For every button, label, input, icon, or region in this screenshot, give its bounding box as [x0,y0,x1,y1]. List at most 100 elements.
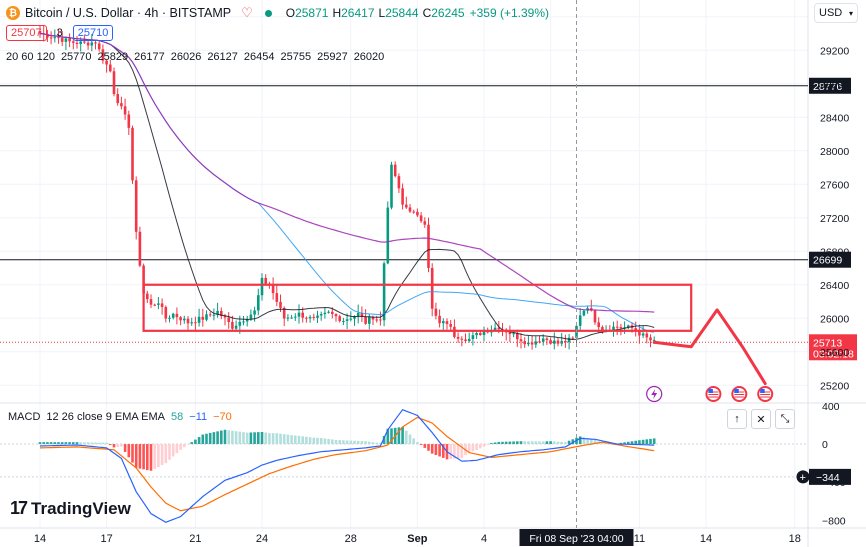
candle-body [97,43,101,50]
countdown-label: 03:02:18 [813,348,854,360]
candle-body [545,338,549,341]
macd-legend: MACD 12 26 close 9 EMA EMA 58 −11 −70 [8,411,232,423]
symbol-title[interactable]: Bitcoin / U.S. Dollar · 4h · BITSTAMP [25,6,232,20]
bitcoin-icon: ₿ [6,6,20,20]
macd-histogram-bar [97,442,101,445]
macd-y-tick-label: 0 [822,439,828,451]
candle-body [275,293,279,302]
candle-body [220,310,223,316]
candle-body [282,307,286,319]
macd-histogram-bar [516,441,519,445]
candle-body [123,106,127,115]
candle-body [471,335,475,339]
y-tick-label: 26000 [820,313,849,325]
x-tick-label: 11 [634,533,645,545]
candle-body [349,318,353,320]
macd-level-tag [809,468,851,485]
macd-histogram-bar [519,441,523,445]
macd-histogram-bar [523,441,526,445]
macd-histogram-bar [512,441,515,445]
close-icon[interactable]: ✕ [751,409,771,429]
macd-histogram-bar [245,432,249,445]
candle-body [109,64,112,72]
macd-histogram-bar [334,439,338,445]
flag-canton [708,389,713,393]
macd-histogram-bar [497,441,501,445]
buy-button[interactable]: 25710 [72,25,114,41]
candle-body [142,265,145,294]
candle-body [312,316,316,318]
macd-histogram-bar [397,427,401,445]
flag-canton [734,389,739,393]
macd-histogram-bar [471,444,475,452]
candle-body [475,332,478,336]
level-price-label: 28776 [813,81,842,93]
macd-hist-value: 58 [171,411,184,423]
macd-histogram-bar [138,444,142,469]
flag-canton [760,389,765,393]
macd-histogram-bar [194,439,197,445]
macd-histogram-bar [549,441,552,445]
macd-histogram-bar [356,440,360,445]
tradingview-logo[interactable]: 17 TradingView [10,498,131,519]
candle-body [249,314,253,320]
macd-histogram-bar [160,444,164,466]
pane-controls: ↑ ✕ ⤡ [727,409,795,429]
macd-histogram-bar [279,433,282,445]
macd-histogram-bar [109,444,112,446]
heart-icon[interactable]: ♡ [241,5,253,20]
macd-histogram-bar [297,435,301,445]
candle-body [438,315,441,324]
candle-body [116,94,119,104]
macd-histogram-bar [186,444,190,445]
ma-params[interactable]: 20 60 120 [6,51,55,63]
candle-body [368,316,371,324]
y-tick-label: 28000 [820,146,849,158]
quantity-value[interactable]: 3 [56,27,63,39]
collapse-icon[interactable]: ⤡ [775,409,795,429]
level-price-tag [809,251,851,268]
candle-body [553,340,556,344]
ohlc-close-key: C [422,6,432,20]
ma-value: 26454 [243,51,275,63]
macd-histogram-bar [134,444,138,468]
macd-histogram-bar [201,434,205,445]
x-tick-label: 24 [256,533,268,545]
candle-body [175,313,179,318]
macd-histogram-bar [364,441,367,445]
macd-histogram-bar [168,444,171,460]
macd-histogram-bar [290,435,293,445]
candle-body [408,207,412,212]
macd-histogram-bar [57,442,60,445]
macd-histogram-bar [227,430,230,445]
candle-body [364,316,367,324]
candle-body [423,221,427,225]
macd-histogram-bar [327,438,330,445]
macd-histogram-bar [423,444,427,448]
candle-body [523,341,526,345]
macd-title[interactable]: MACD [8,411,41,423]
candle-body [90,42,94,46]
macd-histogram-bar [623,442,626,445]
macd-histogram-bar [179,444,182,450]
candle-body [105,60,108,65]
macd-histogram-bar [301,436,304,445]
currency-select[interactable]: USD ▾ [814,3,858,23]
macd-histogram-bar [527,441,530,445]
sell-button[interactable]: 25707 [6,25,47,41]
macd-histogram-bar [649,438,652,445]
macd-histogram-bar [171,444,175,457]
candle-body [534,341,538,345]
candle-body [131,127,134,181]
macd-histogram-bar [60,442,64,445]
candle-body [271,285,275,294]
arrow-up-icon[interactable]: ↑ [727,409,747,429]
candle-body [527,342,530,345]
candle-body [482,330,486,335]
candle-body [360,312,364,317]
macd-histogram-bar [253,432,256,445]
macd-histogram-bar [75,442,79,445]
macd-histogram-bar [601,442,604,445]
ma-value: 25829 [97,51,129,63]
